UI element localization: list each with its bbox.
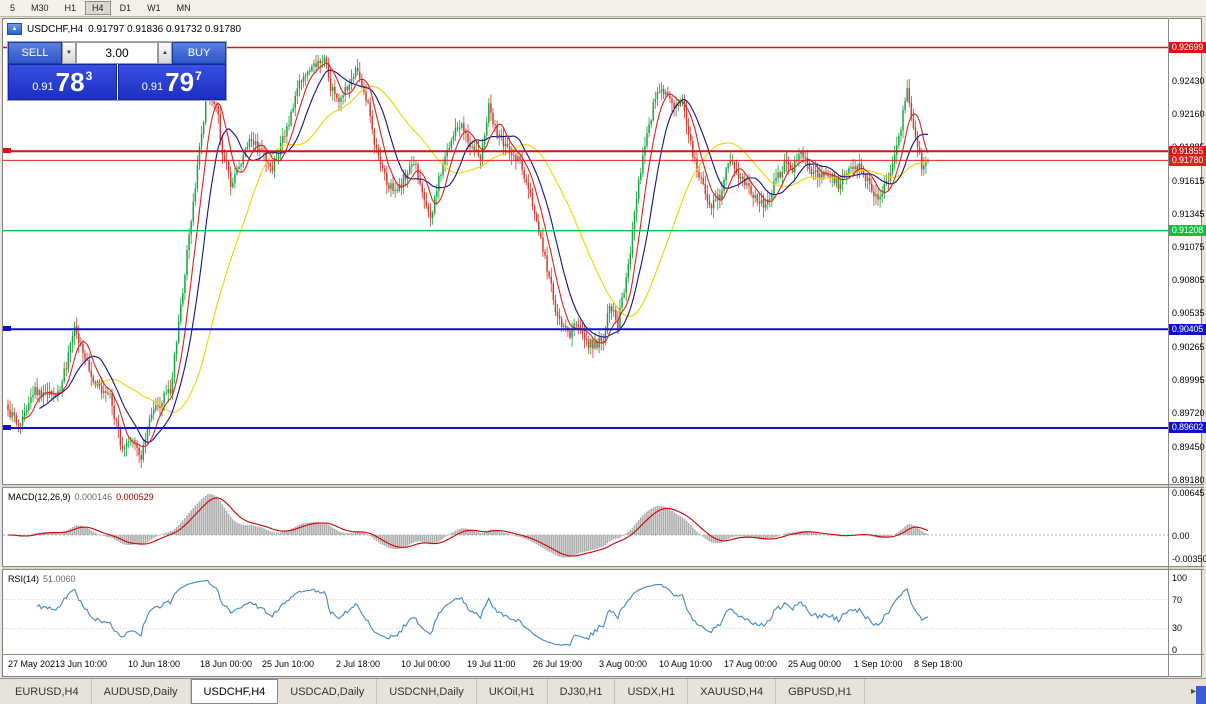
tab-scroll-right-icon[interactable]: ▸ (1190, 686, 1196, 697)
panel-splitter-rsi[interactable] (2, 566, 1204, 570)
price-axis-label: 0.91345 (1172, 209, 1205, 219)
volume-input[interactable]: 3.00 (76, 42, 158, 64)
chart-title: ▲ USDCHF,H4 0.91797 0.91836 0.91732 0.91… (7, 23, 241, 35)
time-axis-label: 25 Aug 00:00 (788, 659, 842, 669)
buy-price-pip: 7 (195, 68, 202, 83)
time-axis-label: 19 Jul 11:00 (467, 659, 516, 669)
price-axis-label: 0.92430 (1172, 76, 1205, 86)
macd-axis-label: 0.00645 (1172, 488, 1205, 498)
timeframe-button-h1[interactable]: H1 (64, 3, 77, 13)
price-line-badge: 0.90405 (1169, 324, 1206, 335)
timeframe-button-m30[interactable]: M30 (31, 3, 49, 13)
timeframe-button-5[interactable]: 5 (10, 3, 16, 13)
chart-tab-usdcad-daily[interactable]: USDCAD,Daily (278, 679, 378, 704)
price-axis-label: 0.89995 (1172, 375, 1205, 385)
price-line-badge: 0.91855 (1169, 146, 1206, 157)
timeframe-button-d1[interactable]: D1 (119, 3, 132, 13)
rsi-axis-label: 100 (1172, 573, 1188, 583)
chart-tab-usdchf-h4[interactable]: USDCHF,H4 (190, 679, 279, 704)
macd-main-value: 0.000146 (74, 492, 113, 502)
macd-axis-label: 0.00 (1172, 531, 1190, 541)
price-axis-label: 0.91615 (1172, 176, 1205, 186)
price-axis-separator (1168, 18, 1169, 677)
chart-symbol-label: USDCHF,H4 (27, 23, 84, 35)
volume-increase-button[interactable]: ▲ (158, 42, 172, 64)
time-axis-separator (2, 654, 1204, 655)
chart-tab-audusd-daily[interactable]: AUDUSD,Daily (92, 679, 191, 704)
price-line-badge: 0.91208 (1169, 225, 1206, 236)
time-axis-label: 18 Jun 00:00 (200, 659, 253, 669)
price-axis-label: 0.89720 (1172, 408, 1205, 418)
time-axis-label: 2 Jul 18:00 (336, 659, 381, 669)
chart-tab-eurusd-h4[interactable]: EURUSD,H4 (3, 679, 92, 704)
time-axis-label: 25 Jun 10:00 (262, 659, 315, 669)
chart-ohlc-values: 0.91797 0.91836 0.91732 0.91780 (88, 23, 242, 35)
macd-axis-label: -0.00350 (1172, 554, 1206, 564)
chart-tab-xauusd-h4[interactable]: XAUUSD,H4 (688, 679, 777, 704)
sell-price-big: 78 (55, 67, 85, 97)
sell-price-display[interactable]: 0.91 78 3 (8, 64, 117, 100)
chart-tabs-bar: EURUSD,H4 AUDUSD,Daily USDCHF,H4 USDCAD,Dai… (0, 678, 1206, 704)
time-axis-label: 3 Aug 00:00 (599, 659, 648, 669)
volume-decrease-button[interactable]: ▼ (62, 42, 76, 64)
line-anchor-marker (3, 425, 11, 430)
time-axis-label: 10 Aug 10:00 (659, 659, 713, 669)
timeframe-button-mn[interactable]: MN (176, 3, 191, 13)
sell-button[interactable]: SELL (8, 42, 62, 64)
price-line-badge: 0.89602 (1169, 422, 1206, 433)
price-axis-label: 0.91075 (1172, 242, 1205, 252)
rsi-name: RSI(14) (8, 574, 40, 584)
macd-signal-value: 0.000529 (116, 492, 154, 502)
price-line-badge: 0.91780 (1169, 155, 1206, 166)
chart-tab-dj30-h1[interactable]: DJ30,H1 (548, 679, 616, 704)
price-line-badge: 0.92699 (1169, 42, 1206, 53)
sell-price-prefix: 0.91 (32, 81, 54, 93)
price-axis-label: 0.90535 (1172, 308, 1205, 318)
chart-tab-usdx-h1[interactable]: USDX,H1 (615, 679, 689, 704)
time-axis-label: 1 Sep 10:00 (854, 659, 903, 669)
rsi-axis-label: 70 (1172, 595, 1183, 605)
price-axis-label: 0.92160 (1172, 109, 1205, 119)
chart-tab-gbpusd-h1[interactable]: GBPUSD,H1 (776, 679, 865, 704)
line-anchor-marker (3, 148, 11, 153)
price-axis-label: 0.90265 (1172, 342, 1205, 352)
macd-label: MACD(12,26,9) 0.000146 0.000529 (8, 492, 154, 502)
rsi-value: 51.0060 (43, 574, 76, 584)
sell-price-pip: 3 (85, 68, 93, 83)
price-axis-label: 0.90805 (1172, 275, 1205, 285)
window-resize-corner[interactable] (1196, 686, 1206, 704)
time-axis-label: 27 May 2021 (8, 659, 61, 669)
time-axis-label: 26 Jul 19:00 (533, 659, 583, 669)
buy-price-display[interactable]: 0.91 79 7 (117, 64, 226, 100)
timeframe-button-h4[interactable]: H4 (85, 1, 111, 15)
buy-price-big: 79 (165, 67, 195, 97)
macd-name: MACD(12,26,9) (8, 492, 71, 502)
time-axis-label: 8 Sep 18:00 (914, 659, 963, 669)
timeframe-toolbar: 5 M30 H1 H4 D1 W1 MN (0, 0, 1206, 17)
rsi-axis-label: 30 (1172, 623, 1183, 633)
buy-button[interactable]: BUY (172, 42, 226, 64)
buy-price-prefix: 0.91 (141, 81, 164, 93)
price-axis-label: 0.89180 (1172, 475, 1205, 485)
time-axis-label: 3 Jun 10:00 (60, 659, 108, 669)
one-click-trade-panel: SELL ▼ 3.00 ▲ BUY 0.91 78 3 0.91 79 7 (8, 42, 226, 100)
timeframe-button-w1[interactable]: W1 (147, 3, 161, 13)
time-axis-label: 17 Aug 00:00 (724, 659, 778, 669)
chart-tab-ukoil-h1[interactable]: UKOil,H1 (477, 679, 548, 704)
rsi-label: RSI(14) 51.0060 (8, 574, 76, 584)
line-anchor-marker (3, 326, 11, 331)
chart-tab-usdcnh-daily[interactable]: USDCNH,Daily (377, 679, 477, 704)
time-axis-label: 10 Jun 18:00 (128, 659, 181, 669)
time-axis-label: 10 Jul 00:00 (401, 659, 451, 669)
rsi-axis-label: 0 (1172, 645, 1178, 655)
price-axis-label: 0.89450 (1172, 442, 1205, 452)
panel-splitter-macd[interactable] (2, 484, 1204, 488)
chart-window-icon: ▲ (7, 23, 22, 35)
